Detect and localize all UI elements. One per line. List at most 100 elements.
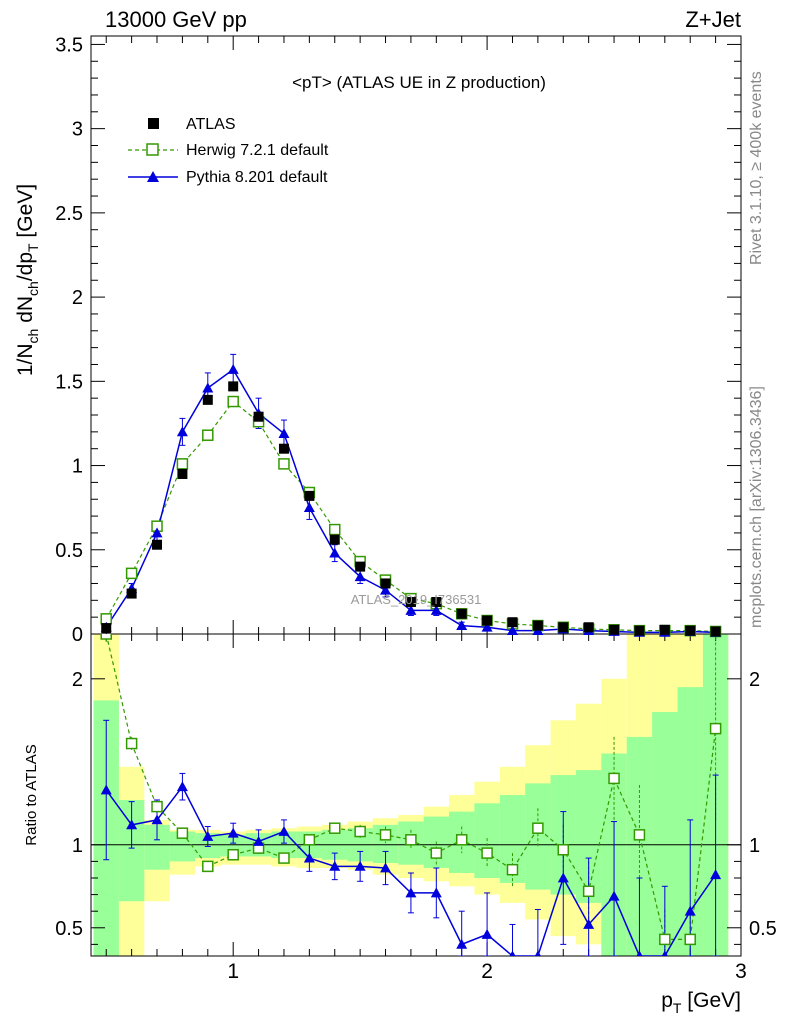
herwig-ratio-marker <box>227 849 239 861</box>
watermark: ATLAS_2019_I736531 <box>351 592 482 607</box>
legend: ATLAS Herwig 7.2.1 default Pythia 8.201 … <box>128 116 329 186</box>
herwig-ratio-marker <box>151 800 163 813</box>
atlas-marker <box>329 534 340 545</box>
side-text-rivet: Rivet 3.1.10, ≥ 400k events <box>748 71 765 265</box>
pythia-marker <box>227 364 239 374</box>
pythia-marker <box>303 502 315 513</box>
herwig-ratio-marker <box>633 829 646 841</box>
y-tick-label: 2.5 <box>55 203 83 225</box>
herwig-ratio-marker <box>532 822 544 834</box>
pythia-ratio-marker <box>227 827 239 838</box>
herwig-ratio-marker <box>684 933 696 946</box>
pythia-marker <box>202 382 214 393</box>
ratio-y-axis-label: Ratio to ATLAS <box>23 744 40 845</box>
pythia-ratio-marker <box>303 852 315 863</box>
ratio-y-tick-label: 1 <box>72 835 83 857</box>
pythia-ratio-marker <box>329 860 341 871</box>
atlas-marker <box>456 608 467 619</box>
atlas-marker <box>304 490 315 501</box>
x-tick-label: 3 <box>735 960 747 983</box>
herwig-marker <box>176 458 189 470</box>
pythia-ratio-marker <box>405 887 417 898</box>
pythia-ratio-marker <box>126 819 138 830</box>
y-tick-label: 3.5 <box>55 34 83 56</box>
herwig-ratio-marker <box>278 852 290 864</box>
x-axis-label: pT [GeV] <box>661 989 741 1016</box>
y-tick-label: 3 <box>72 119 83 141</box>
pythia-marker <box>151 527 163 538</box>
pythia-ratio-marker <box>557 872 569 883</box>
atlas-marker <box>278 443 289 454</box>
pythia-marker <box>481 621 493 632</box>
legend-label-herwig: Herwig 7.2.1 default <box>186 142 329 159</box>
pythia-ratio-marker <box>583 918 595 929</box>
y-tick-label: 0.5 <box>55 540 83 562</box>
herwig-ratio-marker <box>506 863 519 876</box>
pythia-marker <box>176 426 188 437</box>
green-band-bin <box>525 783 551 890</box>
legend-marker-herwig <box>146 143 159 156</box>
atlas-marker <box>202 394 213 405</box>
ratio-y-tick-label: 0.5 <box>55 918 83 940</box>
ratio-y-tick-label-right: 2 <box>749 669 760 691</box>
atlas-marker <box>152 539 163 550</box>
pythia-ratio-marker <box>684 905 696 916</box>
pythia-marker <box>278 428 290 438</box>
x-tick-label: 1 <box>227 960 239 983</box>
ratio-plot-frame <box>90 633 742 957</box>
ratio-y-tick-label-right: 0.5 <box>749 918 777 940</box>
legend-label-pythia: Pythia 8.201 default <box>186 169 328 186</box>
atlas-marker <box>609 624 620 635</box>
pythia-ratio-marker <box>481 928 493 939</box>
y-tick-label: 1 <box>72 456 83 478</box>
herwig-ratio-marker <box>582 885 595 898</box>
atlas-marker <box>177 468 188 479</box>
pythia-ratio-marker <box>354 860 366 871</box>
pythia-ratio-marker <box>151 814 163 825</box>
herwig-ratio-marker <box>100 634 112 640</box>
legend-marker-pythia <box>147 171 159 182</box>
legend-marker-atlas <box>148 118 159 129</box>
herwig-marker <box>278 458 290 470</box>
pythia-ratio-marker <box>661 950 668 956</box>
pythia-ratio-marker <box>100 784 112 795</box>
herwig-ratio-marker <box>405 834 417 846</box>
pythia-ratio-marker <box>636 950 643 956</box>
pythia-marker <box>329 547 341 558</box>
herwig-ratio-marker <box>176 827 189 839</box>
herwig-marker <box>227 395 239 408</box>
pythia-ratio-marker <box>202 830 214 841</box>
ratio-series <box>100 634 722 956</box>
herwig-ratio-marker <box>329 822 341 834</box>
herwig-marker <box>202 429 214 441</box>
atlas-marker <box>431 596 442 607</box>
x-tick-label: 2 <box>481 960 493 983</box>
y-tick-label: 0 <box>72 624 83 646</box>
atlas-marker <box>380 578 391 589</box>
pythia-ratio-marker <box>278 826 290 836</box>
y-tick-label: 2 <box>72 287 83 309</box>
header-left: 13000 GeV pp <box>105 7 247 32</box>
atlas-marker <box>482 615 493 626</box>
atlas-marker <box>558 622 569 633</box>
herwig-ratio-marker <box>430 847 443 859</box>
herwig-ratio-marker <box>125 737 138 750</box>
pythia-marker <box>456 620 468 630</box>
atlas-marker <box>126 588 137 599</box>
pythia-ratio-marker <box>176 781 188 792</box>
pythia-marker <box>354 571 366 582</box>
herwig-ratio-marker <box>354 825 366 838</box>
header-right: Z+Jet <box>685 7 741 32</box>
pythia-ratio-marker <box>608 890 620 901</box>
atlas-marker <box>507 617 518 628</box>
pythia-ratio-marker <box>710 869 722 880</box>
pythia-ratio-marker <box>253 835 265 846</box>
pythia-marker <box>506 625 518 636</box>
pythia-ratio-marker <box>430 887 442 898</box>
atlas-marker <box>101 623 112 634</box>
herwig-ratio-marker <box>659 933 671 946</box>
atlas-marker <box>685 625 696 636</box>
herwig-marker <box>125 567 138 580</box>
ratio-y-tick-label: 2 <box>72 669 83 691</box>
pythia-marker <box>430 604 442 615</box>
